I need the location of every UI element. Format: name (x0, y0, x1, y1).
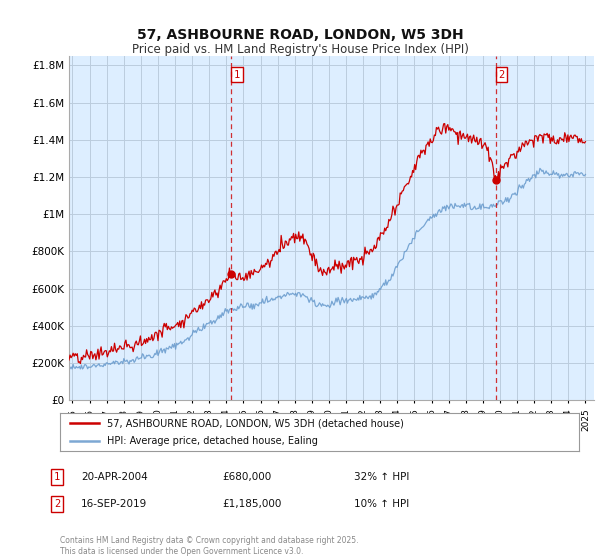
Text: 10% ↑ HPI: 10% ↑ HPI (354, 499, 409, 509)
Text: £1,185,000: £1,185,000 (222, 499, 281, 509)
Text: 32% ↑ HPI: 32% ↑ HPI (354, 472, 409, 482)
Text: 2: 2 (498, 69, 505, 80)
Text: 57, ASHBOURNE ROAD, LONDON, W5 3DH (detached house): 57, ASHBOURNE ROAD, LONDON, W5 3DH (deta… (107, 418, 404, 428)
Text: Contains HM Land Registry data © Crown copyright and database right 2025.
This d: Contains HM Land Registry data © Crown c… (60, 536, 359, 556)
Text: 20-APR-2004: 20-APR-2004 (81, 472, 148, 482)
Text: Price paid vs. HM Land Registry's House Price Index (HPI): Price paid vs. HM Land Registry's House … (131, 43, 469, 56)
Text: 2: 2 (54, 499, 60, 509)
Text: 57, ASHBOURNE ROAD, LONDON, W5 3DH: 57, ASHBOURNE ROAD, LONDON, W5 3DH (137, 28, 463, 42)
Text: HPI: Average price, detached house, Ealing: HPI: Average price, detached house, Eali… (107, 436, 317, 446)
Text: £680,000: £680,000 (222, 472, 271, 482)
Text: 1: 1 (234, 69, 240, 80)
Text: 16-SEP-2019: 16-SEP-2019 (81, 499, 147, 509)
Text: 1: 1 (54, 472, 60, 482)
